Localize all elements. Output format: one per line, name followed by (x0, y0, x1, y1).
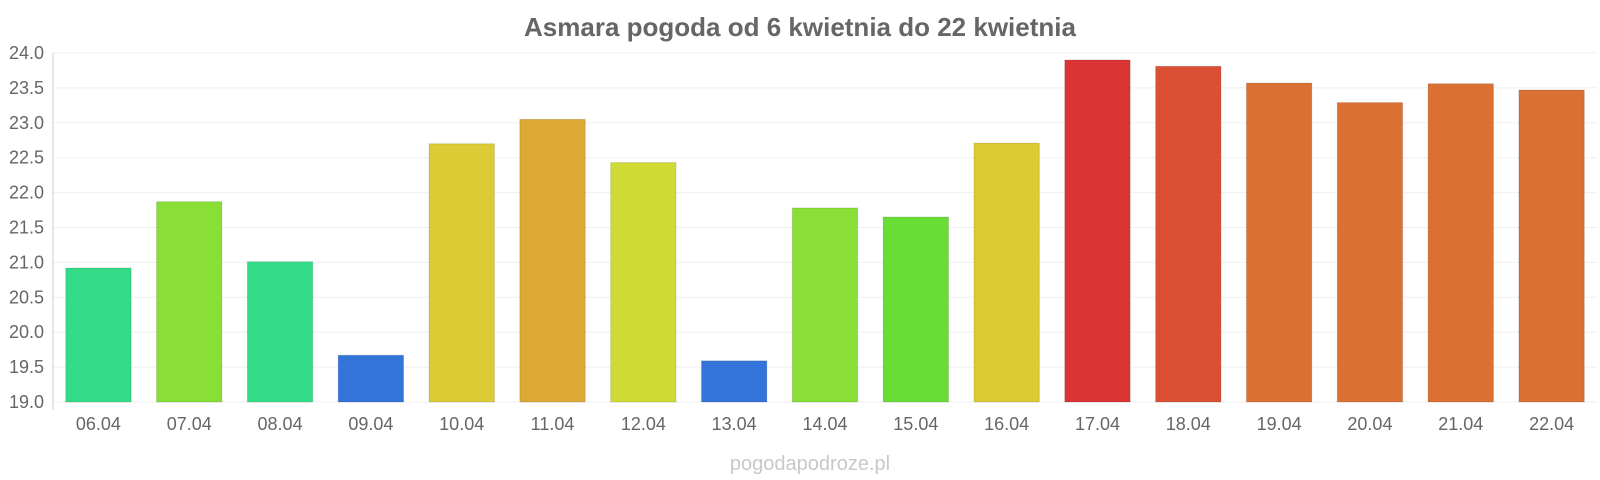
x-tick-label: 16.04 (984, 414, 1029, 434)
bar-11.04[interactable] (519, 118, 586, 403)
x-tick-label: 07.04 (167, 414, 212, 434)
bar-10.04[interactable] (428, 143, 495, 403)
x-tick-label: 15.04 (893, 414, 938, 434)
x-tick-label: 17.04 (1075, 414, 1120, 434)
bar-06.04[interactable] (65, 267, 132, 403)
bar-20.04[interactable] (1336, 102, 1404, 403)
y-tick-label: 21.0 (9, 252, 44, 272)
x-tick-label: 06.04 (76, 414, 121, 434)
y-tick-label: 23.5 (9, 78, 44, 98)
bar-13.04[interactable] (700, 360, 768, 403)
x-tick-label: 12.04 (621, 414, 666, 434)
y-tick-label: 23.0 (9, 113, 44, 133)
x-tick-label: 08.04 (258, 414, 303, 434)
y-tick-label: 20.0 (9, 322, 44, 342)
bar-22.04[interactable] (1518, 89, 1585, 403)
bar-17.04[interactable] (1064, 59, 1131, 403)
bar-19.04[interactable] (1245, 82, 1313, 403)
bars (65, 59, 1585, 403)
y-tick-label: 19.0 (9, 392, 44, 412)
bar-12.04[interactable] (610, 162, 677, 403)
y-tick-label: 22.5 (9, 148, 44, 168)
bar-08.04[interactable] (246, 261, 314, 403)
y-tick-label: 21.5 (9, 218, 44, 238)
x-tick-label: 22.04 (1529, 414, 1574, 434)
y-tick-label: 22.0 (9, 183, 44, 203)
x-axis-ticks: 06.04 07.04 08.04 09.04 10.04 11.04 12.04 13.04… (76, 414, 1574, 434)
y-tick-label: 20.5 (9, 287, 44, 307)
x-tick-label: 11.04 (531, 414, 575, 434)
x-tick-label: 19.04 (1257, 414, 1302, 434)
chart-title: Asmara pogoda od 6 kwietnia do 22 kwietn… (524, 12, 1076, 42)
bar-16.04[interactable] (973, 142, 1040, 403)
x-tick-label: 13.04 (712, 414, 757, 434)
x-tick-label: 20.04 (1347, 414, 1392, 434)
watermark: pogodapodroze.pl (730, 453, 890, 475)
x-tick-label: 09.04 (348, 414, 393, 434)
y-tick-label: 19.5 (9, 357, 44, 377)
y-axis-ticks: 19.0 19.5 20.0 20.5 21.0 21.5 22.0 22.5 23.0 23.5… (9, 43, 44, 412)
bar-09.04[interactable] (337, 354, 405, 403)
x-tick-label: 18.04 (1166, 414, 1211, 434)
bar-21.04[interactable] (1427, 83, 1494, 403)
x-tick-label: 14.04 (802, 414, 847, 434)
x-tick-label: 10.04 (439, 414, 484, 434)
bar-14.04[interactable] (791, 207, 859, 403)
bar-15.04[interactable] (882, 216, 950, 403)
bar-07.04[interactable] (156, 201, 223, 403)
y-tick-label: 24.0 (9, 43, 44, 63)
bar-18.04[interactable] (1155, 65, 1222, 403)
x-tick-label: 21.04 (1438, 414, 1483, 434)
